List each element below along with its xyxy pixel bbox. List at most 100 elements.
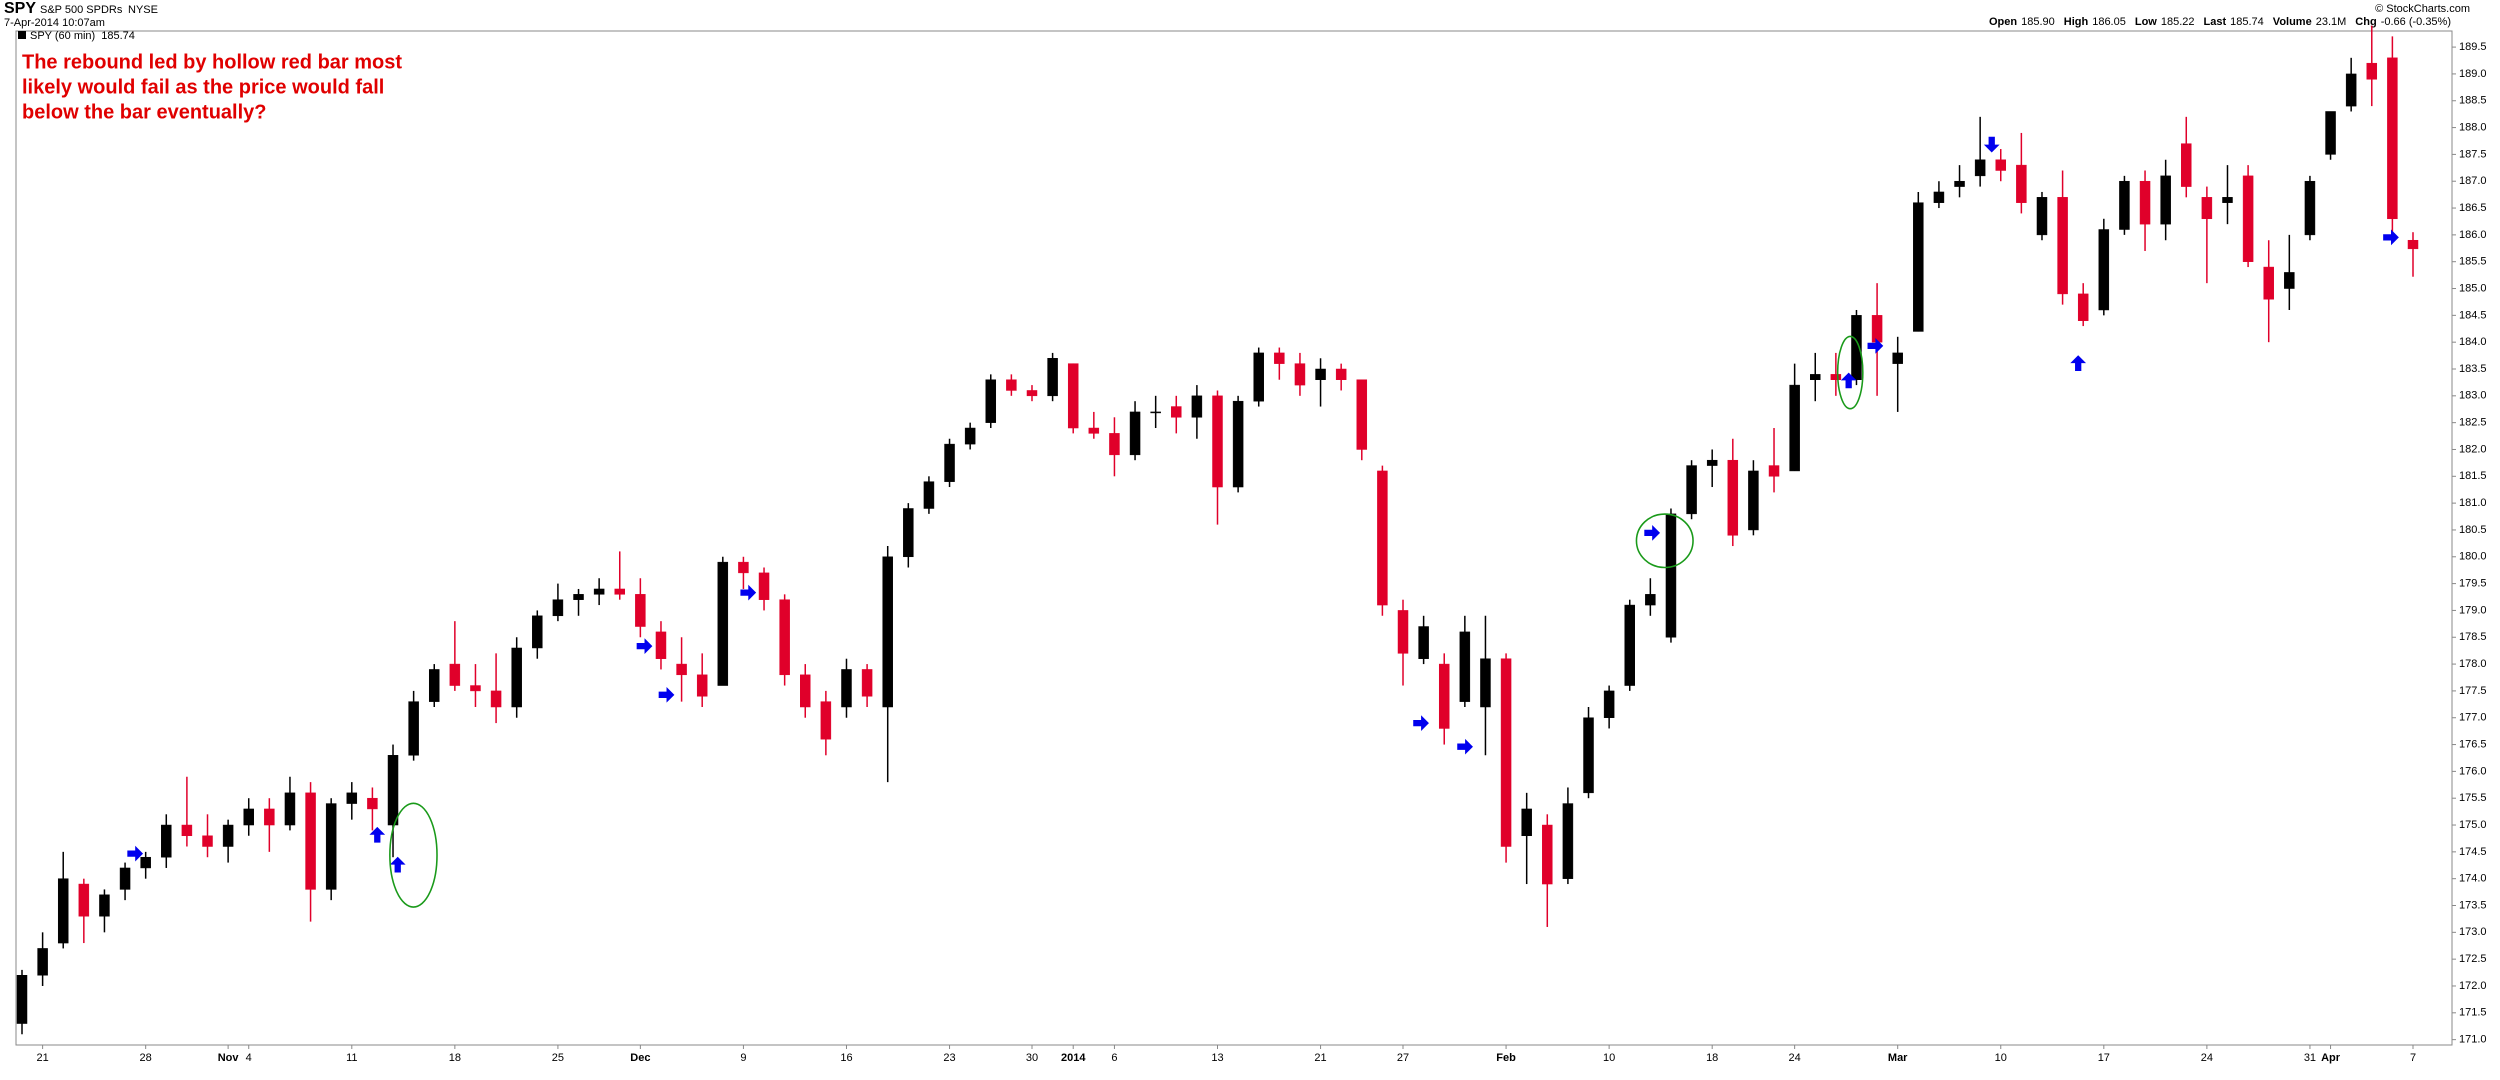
candle-body bbox=[964, 427, 976, 445]
candle-body bbox=[1583, 717, 1594, 794]
candle-body bbox=[2077, 293, 2089, 321]
y-tick-label: 179.0 bbox=[2459, 604, 2487, 616]
x-tick-label: 10 bbox=[1603, 1052, 1615, 1064]
x-tick-label: Mar bbox=[1888, 1052, 1908, 1064]
x-tick-label: 6 bbox=[1111, 1052, 1117, 1064]
candle-body bbox=[2242, 175, 2254, 262]
candle-body bbox=[1995, 159, 2007, 171]
candle-body bbox=[1851, 315, 1862, 380]
annotation-line: The rebound led by hollow red bar most bbox=[22, 51, 402, 73]
quote-label: High bbox=[2064, 16, 2089, 28]
symbol: SPY bbox=[4, 0, 36, 17]
quote-value: 185.22 bbox=[2161, 16, 2195, 28]
circle bbox=[1635, 513, 1694, 569]
candle-body bbox=[408, 701, 419, 756]
candle-body bbox=[99, 894, 110, 917]
quote-value: 185.74 bbox=[2230, 16, 2264, 28]
candle-body bbox=[1768, 465, 1780, 477]
candle-body bbox=[1727, 459, 1739, 536]
legend-last-value: 185.74 bbox=[101, 30, 135, 42]
y-tick-label: 187.5 bbox=[2459, 148, 2487, 160]
candle-body bbox=[449, 663, 461, 686]
candle-body bbox=[2325, 111, 2336, 155]
candle-body bbox=[1212, 395, 1223, 488]
y-tick-label: 173.5 bbox=[2459, 899, 2487, 911]
candle-body bbox=[161, 824, 172, 858]
candle-body bbox=[1933, 191, 1945, 203]
candle-body bbox=[325, 803, 337, 890]
circle bbox=[1836, 335, 1864, 410]
y-tick-label: 189.0 bbox=[2459, 68, 2487, 80]
candle-body bbox=[1171, 406, 1182, 418]
y-tick-label: 173.0 bbox=[2459, 926, 2487, 938]
legend-label: SPY (60 min) bbox=[30, 30, 95, 42]
candle-body bbox=[882, 556, 893, 708]
candle-body bbox=[1480, 658, 1491, 708]
candle-body bbox=[1706, 459, 1718, 466]
candle-body bbox=[738, 561, 749, 574]
candle-body bbox=[1954, 180, 1965, 187]
candle-body bbox=[1500, 658, 1512, 847]
candle-body bbox=[2036, 197, 2048, 236]
candle-body bbox=[202, 835, 213, 847]
candle-body bbox=[387, 755, 399, 826]
candle-body bbox=[511, 647, 522, 708]
candle-body bbox=[985, 379, 997, 423]
x-tick-label: Apr bbox=[2321, 1052, 2341, 1064]
candle-body bbox=[655, 631, 667, 659]
quote-value: 186.05 bbox=[2092, 16, 2126, 28]
candle-body bbox=[841, 669, 852, 708]
candle-body bbox=[696, 674, 708, 697]
candle-body bbox=[2222, 197, 2233, 203]
candle-body bbox=[552, 599, 564, 617]
candle-body bbox=[635, 594, 646, 627]
quote-label: Open bbox=[1989, 16, 2017, 28]
y-tick-label: 186.5 bbox=[2459, 202, 2487, 214]
y-tick-label: 178.0 bbox=[2459, 658, 2487, 670]
candle-body bbox=[820, 701, 832, 740]
candle-body bbox=[1892, 352, 1903, 364]
candles: 171.0 171.5 172.0 172.5 173.0 173.5 174.0 174.5… bbox=[16, 25, 2487, 1064]
quote-value: 23.1M bbox=[2316, 16, 2347, 28]
arrow-right bbox=[1867, 337, 1884, 354]
candle-body bbox=[2160, 175, 2171, 225]
candle-body bbox=[1459, 631, 1471, 702]
y-tick-label: 176.5 bbox=[2459, 738, 2487, 750]
x-tick-label: 10 bbox=[1995, 1052, 2007, 1064]
candle-body bbox=[1232, 400, 1244, 488]
candle-body bbox=[593, 588, 605, 595]
candle-body bbox=[1438, 663, 1450, 729]
candle-body bbox=[16, 975, 28, 1024]
y-tick-label: 175.5 bbox=[2459, 792, 2487, 804]
x-tick-label: 7 bbox=[2410, 1052, 2416, 1064]
candle-body bbox=[37, 948, 48, 976]
candle-body bbox=[2139, 180, 2151, 225]
candle-body bbox=[1645, 594, 1656, 606]
quote-value: 185.90 bbox=[2021, 16, 2055, 28]
candle-body bbox=[2284, 272, 2295, 289]
x-tick-label: 11 bbox=[346, 1052, 357, 1064]
candle-body bbox=[222, 824, 234, 847]
symbol-name: S&P 500 SPDRs bbox=[40, 4, 123, 16]
candle-body bbox=[346, 792, 358, 804]
candle-body bbox=[1686, 465, 1697, 515]
candle-body bbox=[119, 867, 131, 890]
timestamp: 7-Apr-2014 10:07am bbox=[4, 17, 105, 29]
candle-body bbox=[78, 883, 90, 917]
candle-body bbox=[1335, 368, 1347, 380]
candle-body bbox=[367, 797, 378, 810]
candle-body bbox=[1294, 363, 1306, 386]
y-tick-label: 189.5 bbox=[2459, 41, 2487, 53]
y-tick-label: 172.0 bbox=[2459, 980, 2487, 992]
x-tick-label: Dec bbox=[630, 1052, 650, 1064]
x-tick-label: 9 bbox=[740, 1052, 746, 1064]
circles bbox=[389, 335, 1864, 908]
y-tick-label: 185.5 bbox=[2459, 256, 2487, 268]
candle-body bbox=[1810, 374, 1821, 380]
candle-body bbox=[779, 599, 790, 676]
x-tick-label: Nov bbox=[218, 1052, 240, 1064]
candle-body bbox=[2057, 197, 2068, 295]
candle-body bbox=[800, 674, 811, 708]
y-tick-label: 177.0 bbox=[2459, 712, 2487, 724]
